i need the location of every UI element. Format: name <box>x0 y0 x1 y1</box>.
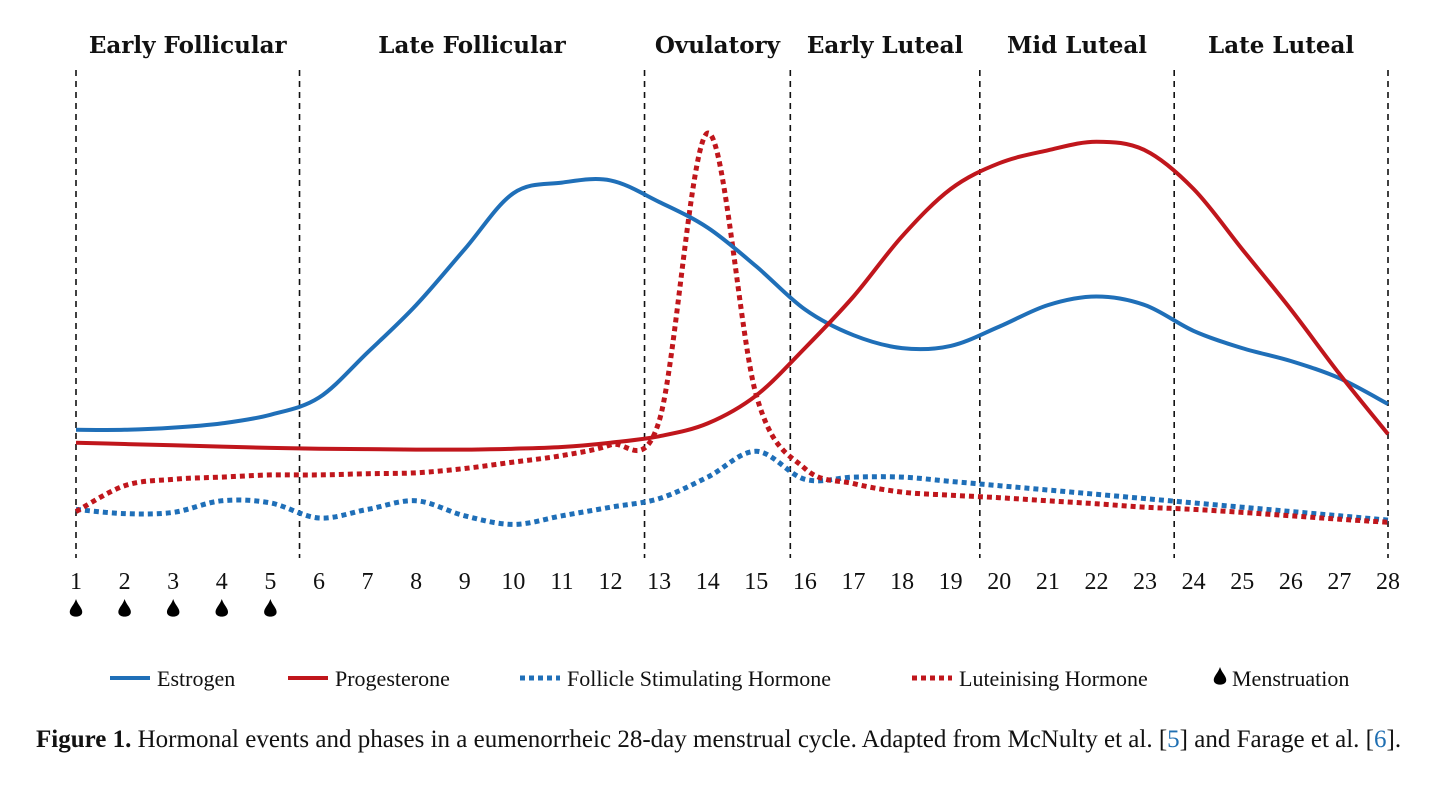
phase-label-ovulatory: Ovulatory <box>655 32 781 59</box>
x-tick-label-3: 3 <box>167 569 179 595</box>
x-tick-label-14: 14 <box>696 569 720 595</box>
legend-label-progesterone: Progesterone <box>335 666 450 691</box>
x-tick-label-6: 6 <box>313 569 325 595</box>
caption-text-1: Hormonal events and phases in a eumenorr… <box>131 726 1168 753</box>
x-tick-label-22: 22 <box>1084 569 1108 595</box>
x-tick-label-2: 2 <box>119 569 131 595</box>
legend: Estrogen Progesterone Follicle Stimulating… <box>110 666 1349 691</box>
x-tick-label-13: 13 <box>647 569 671 595</box>
x-tick-label-11: 11 <box>550 569 573 595</box>
series-line-estrogen <box>75 177 1389 432</box>
x-tick-label-20: 20 <box>987 569 1011 595</box>
x-tick-label-27: 27 <box>1327 569 1351 595</box>
legend-label-luteinising-hormone: Luteinising Hormone <box>959 666 1148 691</box>
caption-reference-6[interactable]: 6 <box>1374 726 1387 753</box>
phase-dividers <box>75 70 1389 558</box>
x-tick-label-5: 5 <box>264 569 276 595</box>
legend-label-menstruation: Menstruation <box>1232 666 1349 691</box>
legend-item-menstruation: Menstruation <box>1213 666 1349 691</box>
x-tick-label-26: 26 <box>1279 569 1303 595</box>
x-tick-label-18: 18 <box>890 569 914 595</box>
phase-labels: Early Follicular Late Follicular Ovulatory… <box>89 32 1355 59</box>
menstruation-drop-icon-day-2 <box>118 599 131 617</box>
series-lines <box>74 130 1390 527</box>
menstruation-drop-icon-day-3 <box>166 599 180 617</box>
legend-label-estrogen: Estrogen <box>157 666 235 691</box>
caption-label: Figure 1. <box>36 726 132 753</box>
phase-label-early-luteal: Early Luteal <box>807 32 964 59</box>
series-line-progesterone <box>75 139 1390 452</box>
x-tick-label-15: 15 <box>744 569 768 595</box>
legend-item-estrogen: Estrogen <box>110 666 235 691</box>
menstruation-drop-icon-day-5 <box>264 599 277 617</box>
x-tick-label-12: 12 <box>599 569 623 595</box>
x-tick-label-19: 19 <box>939 569 963 595</box>
phase-label-early-follicular: Early Follicular <box>89 32 288 59</box>
legend-item-follicle-stimulating-hormone: Follicle Stimulating Hormone <box>520 666 831 691</box>
phase-label-late-follicular: Late Follicular <box>378 32 566 59</box>
x-tick-label-25: 25 <box>1230 569 1254 595</box>
phase-label-mid-luteal: Mid Luteal <box>1007 32 1147 59</box>
x-tick-label-17: 17 <box>841 569 865 595</box>
x-tick-label-1: 1 <box>70 569 82 595</box>
menstruation-drop-icon-day-4 <box>215 599 229 617</box>
legend-drop-icon <box>1213 667 1227 685</box>
series-line-follicle-stimulating-hormone <box>75 448 1389 527</box>
caption-text-2: ] and Farage et al. [ <box>1179 726 1375 753</box>
x-tick-label-4: 4 <box>216 569 228 595</box>
x-tick-label-23: 23 <box>1133 569 1157 595</box>
figure-caption: Figure 1. Hormonal events and phases in … <box>36 722 1436 758</box>
menstruation-drop-icon-day-1 <box>69 599 83 617</box>
x-tick-label-21: 21 <box>1036 569 1060 595</box>
x-tick-label-8: 8 <box>410 569 422 595</box>
menstruation-markers <box>69 599 277 617</box>
legend-item-progesterone: Progesterone <box>288 666 450 691</box>
x-tick-label-24: 24 <box>1182 569 1206 595</box>
caption-text-3: ]. <box>1386 726 1402 753</box>
caption-reference-5[interactable]: 5 <box>1167 726 1180 753</box>
x-axis-ticks: 1 2 3 4 5 6 7 8 9 10 11 12 13 14 15 16 17 18 19 20 21 22 23 24 2… <box>70 569 1400 595</box>
legend-item-luteinising-hormone: Luteinising Hormone <box>912 666 1148 691</box>
x-tick-label-7: 7 <box>362 569 374 595</box>
x-tick-label-16: 16 <box>793 569 817 595</box>
legend-label-follicle-stimulating-hormone: Follicle Stimulating Hormone <box>567 666 831 691</box>
x-tick-label-28: 28 <box>1376 569 1400 595</box>
series-line-luteinising-hormone <box>74 130 1389 525</box>
x-tick-label-10: 10 <box>501 569 525 595</box>
phase-label-late-luteal: Late Luteal <box>1208 32 1354 59</box>
x-tick-label-9: 9 <box>459 569 471 595</box>
